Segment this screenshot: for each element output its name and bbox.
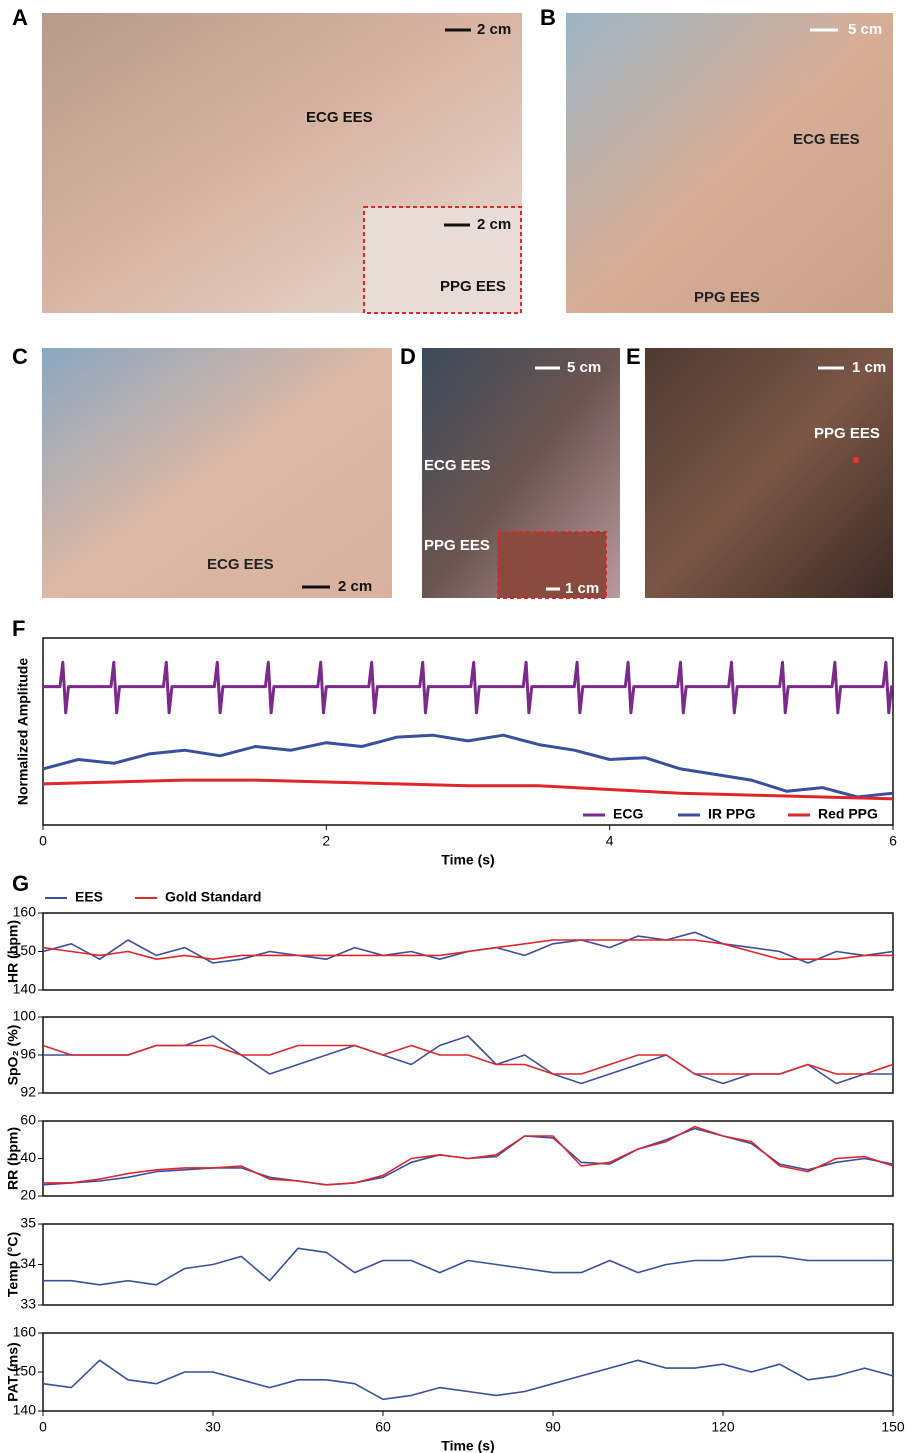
panel-label: F — [12, 616, 25, 641]
plot-frame — [43, 1333, 893, 1411]
annotation: PPG EES — [440, 278, 506, 295]
y-tick-label: 160 — [13, 1324, 37, 1340]
x-tick-label: 0 — [39, 833, 47, 849]
scale-label: 5 cm — [567, 359, 601, 376]
annotation: PPG EES — [424, 537, 490, 554]
series-line — [43, 780, 893, 799]
x-tick-label: 150 — [881, 1419, 905, 1435]
x-tick-label: 90 — [545, 1419, 561, 1435]
y-axis-label: RR (bpm) — [5, 1127, 21, 1190]
scale-label: 2 cm — [477, 21, 511, 38]
y-axis-label: PAT (ms) — [5, 1342, 21, 1401]
annotation: ECG EES — [424, 457, 491, 474]
series-line — [43, 735, 893, 797]
led — [853, 457, 859, 463]
y-axis-label: HR (bpm) — [5, 920, 21, 983]
annotation: PPG EES — [814, 425, 880, 442]
y-tick-label: 33 — [20, 1296, 36, 1312]
series-line — [43, 1129, 893, 1185]
x-tick-label: 2 — [322, 833, 330, 849]
panel-label: B — [540, 5, 556, 30]
x-tick-label: 4 — [606, 833, 614, 849]
legend-label: IR PPG — [708, 806, 756, 822]
y-tick-label: 35 — [20, 1215, 36, 1231]
x-axis-label: Time (s) — [441, 852, 494, 868]
annotation: PPG EES — [694, 289, 760, 306]
y-tick-label: 100 — [13, 1008, 37, 1024]
annotation: ECG EES — [793, 131, 860, 148]
legend-label: EES — [75, 889, 103, 905]
x-tick-label: 6 — [889, 833, 897, 849]
x-tick-label: 0 — [39, 1419, 47, 1435]
y-tick-label: 40 — [20, 1149, 36, 1165]
annotation: ECG EES — [207, 556, 274, 573]
scale-label: 1 cm — [565, 580, 599, 597]
y-tick-label: 140 — [13, 1402, 37, 1418]
scale-label: 2 cm — [338, 578, 372, 595]
legend-label: Red PPG — [818, 806, 878, 822]
photo — [645, 348, 893, 598]
series-line — [43, 1046, 893, 1075]
figure: A 2 cm ECG EES 2 cm PPG EES B 5 cm ECG E… — [0, 0, 915, 1453]
scale-label: 1 cm — [852, 359, 886, 376]
series-line — [43, 1360, 893, 1399]
annotation: ECG EES — [306, 109, 373, 126]
legend-label: Gold Standard — [165, 889, 261, 905]
scale-label: 5 cm — [848, 21, 882, 38]
x-axis-label: Time (s) — [441, 1438, 494, 1453]
x-tick-label: 30 — [205, 1419, 221, 1435]
series-line — [43, 1127, 893, 1185]
x-tick-label: 60 — [375, 1419, 391, 1435]
y-axis-label: SpO₂ (%) — [5, 1025, 21, 1086]
series-line — [43, 662, 893, 713]
y-axis-label: Temp (°C) — [5, 1232, 21, 1297]
y-tick-label: 34 — [20, 1255, 36, 1271]
panel-label: A — [12, 5, 28, 30]
panel-label: D — [400, 344, 416, 369]
y-tick-label: 20 — [20, 1187, 36, 1203]
panel-label: E — [626, 344, 641, 369]
photo — [566, 13, 893, 313]
plot-frame — [43, 1224, 893, 1305]
series-line — [43, 1036, 893, 1084]
y-tick-label: 60 — [20, 1112, 36, 1128]
panel-label: C — [12, 344, 28, 369]
panel-label: G — [12, 871, 29, 896]
y-tick-label: 92 — [20, 1084, 36, 1100]
series-line — [43, 1248, 893, 1285]
legend-label: ECG — [613, 806, 643, 822]
scale-label: 2 cm — [477, 216, 511, 233]
y-tick-label: 96 — [20, 1046, 36, 1062]
y-axis-label: Normalized Amplitude — [15, 658, 31, 805]
series-line — [43, 932, 893, 963]
y-tick-label: 160 — [13, 904, 37, 920]
x-tick-label: 120 — [711, 1419, 735, 1435]
